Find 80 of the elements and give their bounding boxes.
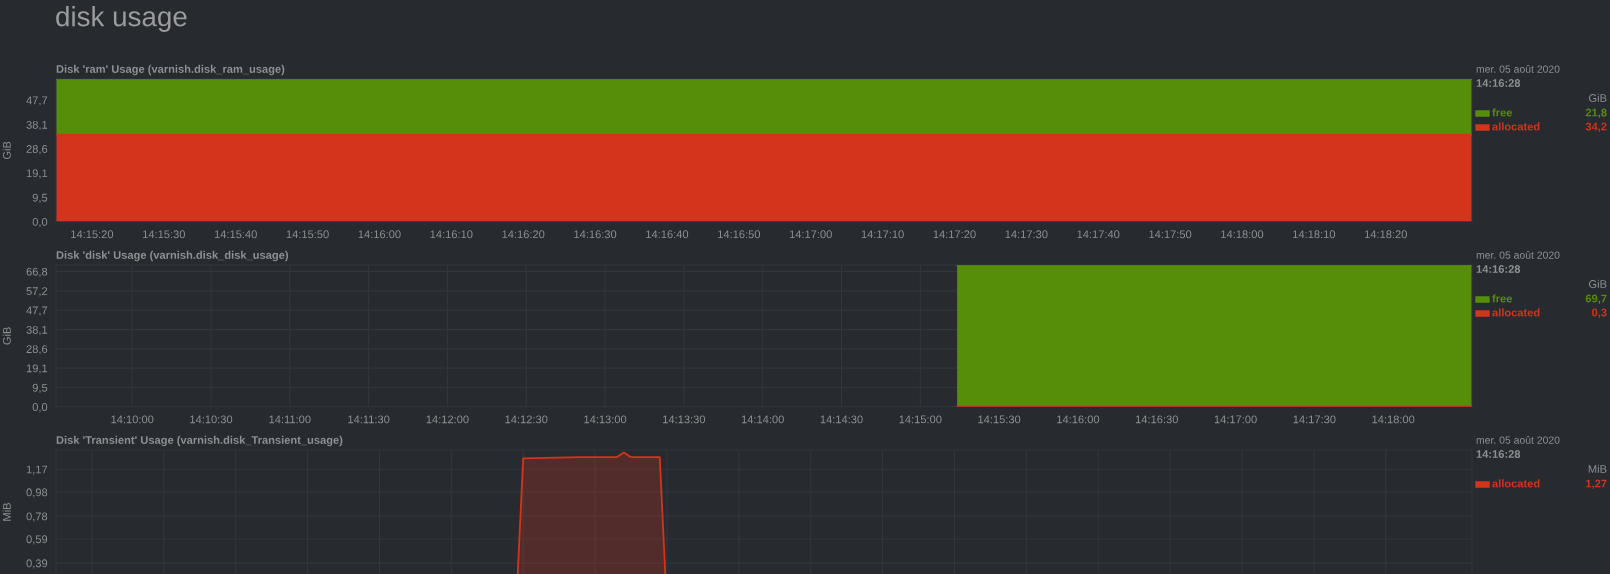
x-tick-label: 14:17:00	[1214, 415, 1257, 424]
y-tick-label: 47,7	[26, 96, 48, 106]
x-tick-label: 14:15:00	[899, 415, 942, 424]
text: mer. 05 août 2020	[1476, 436, 1560, 444]
x-tick-label: 14:15:20	[71, 230, 114, 239]
text: 14:16:28	[1476, 79, 1521, 87]
x-tick-label: 14:10:00	[111, 415, 154, 424]
legend-label: allocated	[1492, 122, 1540, 131]
y-tick-label: 0,78	[26, 512, 48, 522]
x-tick-label: 14:10:30	[190, 415, 233, 424]
text: 69,7	[1585, 294, 1607, 305]
chart-subtitle: Disk 'Transient' Usage (varnish.disk_Transient_usage)	[56, 435, 343, 447]
x-tick-label: 14:16:00	[1057, 415, 1100, 424]
legend-label: free	[1492, 294, 1512, 303]
text: mer. 05 août 2020	[1476, 65, 1560, 73]
y-axis-title: GiB	[2, 327, 11, 345]
x-tick-label: 14:15:50	[286, 230, 329, 239]
x-tick-label: 14:15:30	[143, 230, 185, 239]
y-tick-label: 0,0	[32, 217, 48, 228]
text: 21,8	[1585, 108, 1607, 119]
text: GiB	[1589, 93, 1607, 102]
y-tick-label: 1,17	[26, 465, 48, 475]
x-tick-label: 14:11:30	[348, 415, 390, 424]
x-tick-label: 14:16:50	[718, 230, 761, 239]
x-tick-label: 14:16:40	[646, 230, 689, 239]
text: MiB	[1588, 464, 1607, 473]
x-tick-label: 14:12:30	[505, 415, 548, 424]
y-tick-label: 66,8	[26, 267, 48, 277]
y-tick-label: 0,39	[26, 559, 48, 569]
text: mer. 05 août 2020	[1476, 251, 1560, 259]
x-tick-label: 14:14:00	[741, 415, 784, 424]
y-tick-label: 28,6	[26, 345, 48, 355]
y-axis-title: MiB	[2, 503, 11, 521]
chart-subtitle: Disk 'disk' Usage (varnish.disk_disk_usage)	[56, 250, 288, 262]
x-tick-label: 14:16:00	[358, 230, 401, 239]
text: 0,3	[1591, 308, 1607, 319]
y-tick-label: 38,1	[26, 120, 48, 131]
x-tick-label: 14:18:20	[1364, 230, 1407, 239]
text: 14:16:28	[1476, 265, 1521, 273]
x-tick-label: 14:18:00	[1372, 415, 1415, 424]
x-tick-label: 14:17:10	[861, 230, 904, 239]
y-tick-label: 38,1	[26, 325, 48, 336]
x-tick-label: 14:13:30	[663, 415, 706, 424]
y-tick-label: 19,1	[26, 169, 48, 179]
y-axis-title: GiB	[2, 141, 11, 160]
y-tick-label: 19,1	[26, 364, 48, 374]
legend-label: allocated	[1492, 479, 1540, 488]
x-tick-label: 14:11:00	[269, 415, 311, 424]
y-tick-label: 28,6	[26, 145, 48, 155]
x-tick-label: 14:18:10	[1293, 230, 1336, 239]
x-tick-label: 14:17:20	[933, 230, 976, 239]
y-tick-label: 0,0	[32, 403, 48, 413]
y-tick-label: 57,2	[26, 287, 48, 297]
x-tick-label: 14:17:30	[1005, 230, 1048, 239]
y-tick-label: 9,5	[32, 383, 48, 393]
x-tick-label: 14:18:00	[1221, 230, 1264, 239]
legend-label: allocated	[1492, 308, 1540, 317]
x-tick-label: 14:16:30	[574, 230, 617, 239]
y-tick-label: 47,7	[26, 306, 48, 316]
x-tick-label: 14:17:50	[1149, 230, 1192, 239]
x-tick-label: 14:12:00	[426, 415, 469, 424]
y-tick-label: 0,98	[26, 488, 48, 498]
legend-label: free	[1492, 108, 1512, 117]
y-tick-label: 0,59	[26, 535, 48, 545]
x-tick-label: 14:17:40	[1077, 230, 1120, 239]
x-tick-label: 14:16:30	[1135, 415, 1178, 424]
text: 14:16:28	[1476, 450, 1521, 458]
text: 1,27	[1586, 479, 1607, 490]
x-tick-label: 14:15:30	[978, 415, 1021, 424]
y-tick-label: 9,5	[32, 193, 48, 203]
text: 34,2	[1585, 122, 1607, 133]
x-tick-label: 14:17:00	[789, 230, 832, 239]
x-tick-label: 14:17:30	[1293, 415, 1336, 424]
x-tick-label: 14:14:30	[820, 415, 863, 424]
chart-title: disk usage	[56, 6, 187, 32]
x-tick-label: 14:13:00	[584, 415, 627, 424]
x-tick-label: 14:16:10	[430, 230, 473, 239]
x-tick-label: 14:15:40	[214, 230, 257, 239]
x-tick-label: 14:16:20	[502, 230, 545, 239]
text: GiB	[1589, 279, 1607, 288]
